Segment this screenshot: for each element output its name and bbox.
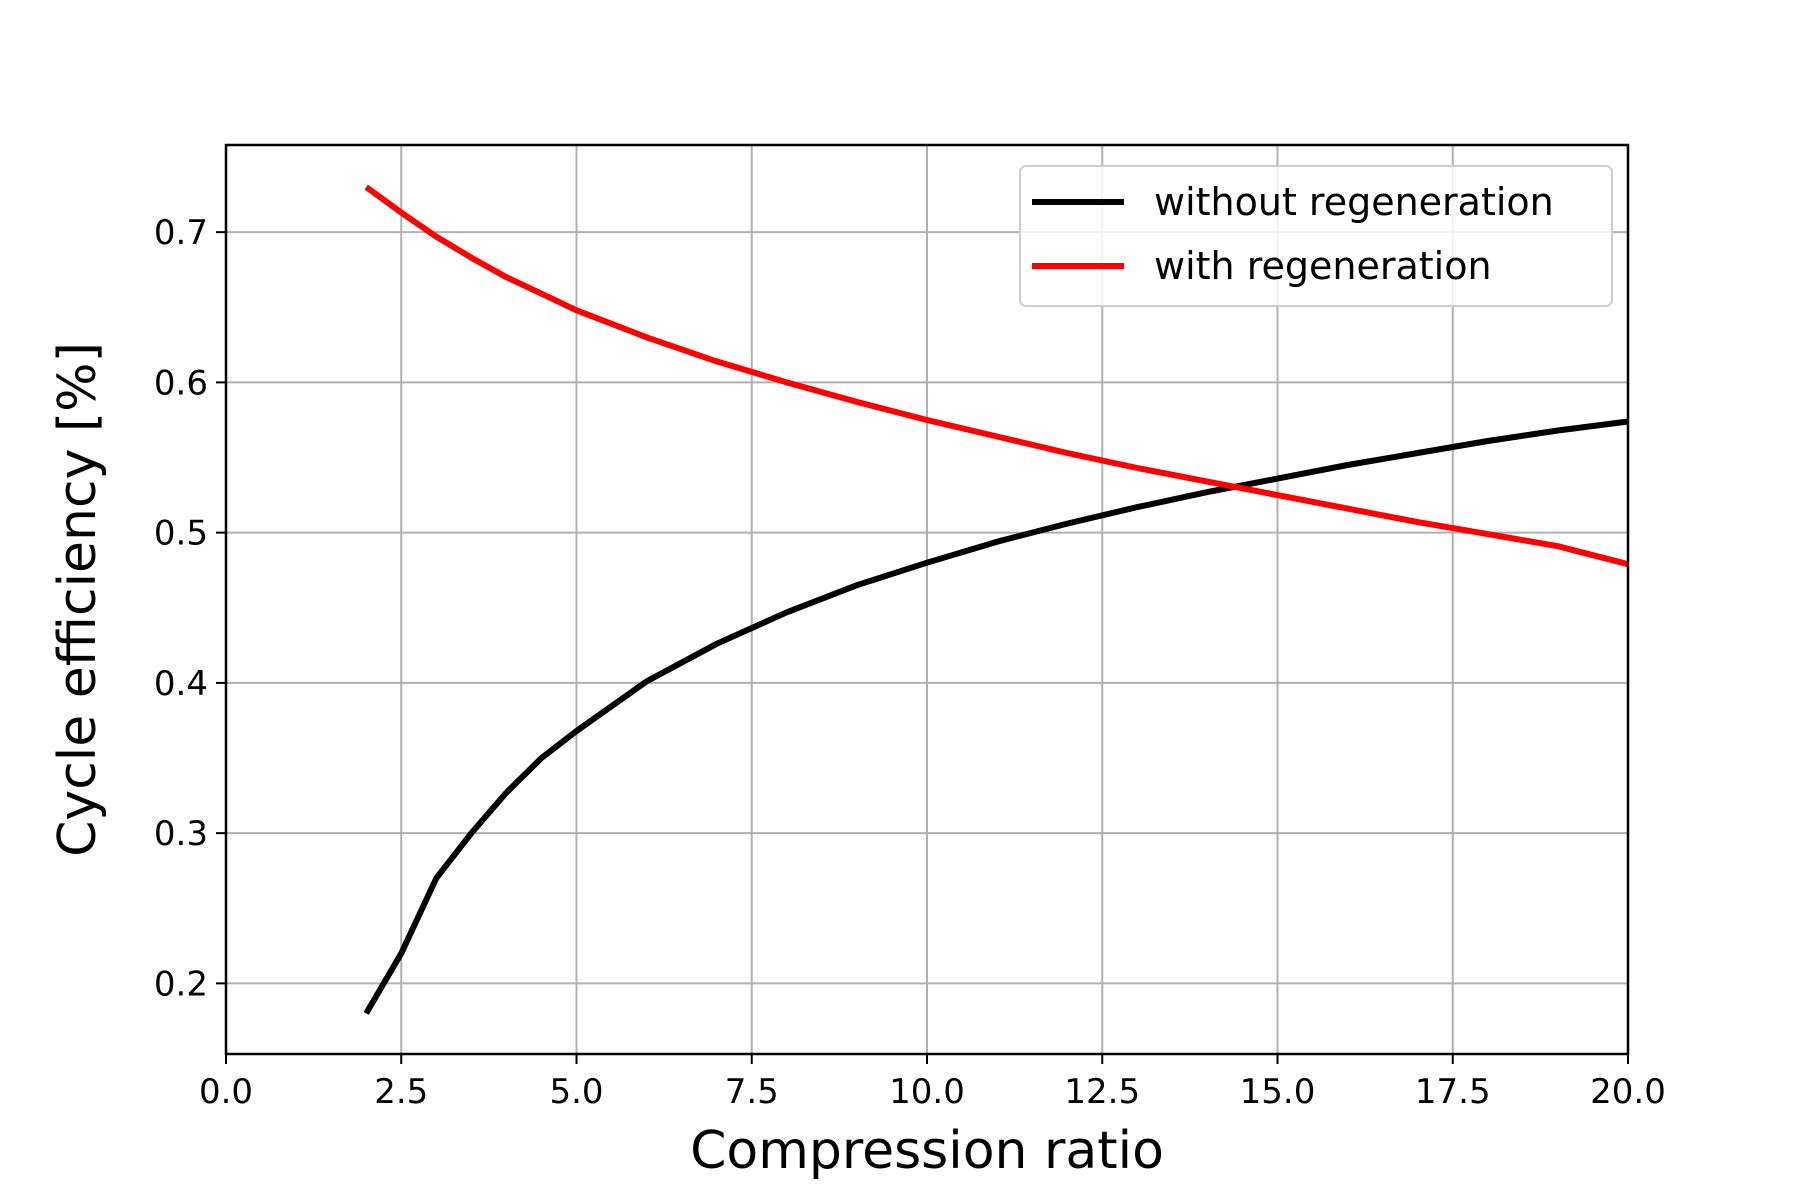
legend: without regeneration with regeneration [1019, 165, 1613, 307]
x-axis: 0.0 2.5 5.0 7.5 10.0 12.5 15.0 17.5 20.0 [199, 1054, 1666, 1112]
series-line-1 [364, 184, 1629, 568]
x-tick-label: 7.5 [725, 1072, 779, 1112]
legend-box [1019, 165, 1613, 307]
legend-label-0: without regeneration [1154, 180, 1554, 224]
x-tick-label: 10.0 [889, 1072, 965, 1112]
x-axis-title: Compression ratio [690, 1121, 1164, 1181]
x-tick-label: 5.0 [549, 1072, 603, 1112]
legend-label-1: with regeneration [1154, 244, 1492, 288]
plot-lines [363, 184, 1629, 1015]
y-tick-label: 0.4 [154, 664, 208, 704]
x-tick-label: 17.5 [1415, 1072, 1491, 1112]
y-tick-label: 0.7 [154, 213, 208, 253]
x-tick-label: 20.0 [1590, 1072, 1666, 1112]
y-axis: 0.2 0.3 0.4 0.5 0.6 0.7 [154, 213, 226, 1004]
x-tick-label: 2.5 [374, 1072, 428, 1112]
y-tick-label: 0.6 [154, 363, 208, 403]
y-axis-title: Cycle efficiency [%] [48, 342, 108, 857]
series-line-0 [363, 418, 1629, 1015]
x-tick-label: 15.0 [1240, 1072, 1316, 1112]
y-tick-label: 0.5 [154, 514, 208, 554]
y-tick-label: 0.2 [154, 964, 208, 1004]
x-tick-label: 12.5 [1064, 1072, 1140, 1112]
y-tick-label: 0.3 [154, 814, 208, 854]
x-tick-label: 0.0 [199, 1072, 253, 1112]
